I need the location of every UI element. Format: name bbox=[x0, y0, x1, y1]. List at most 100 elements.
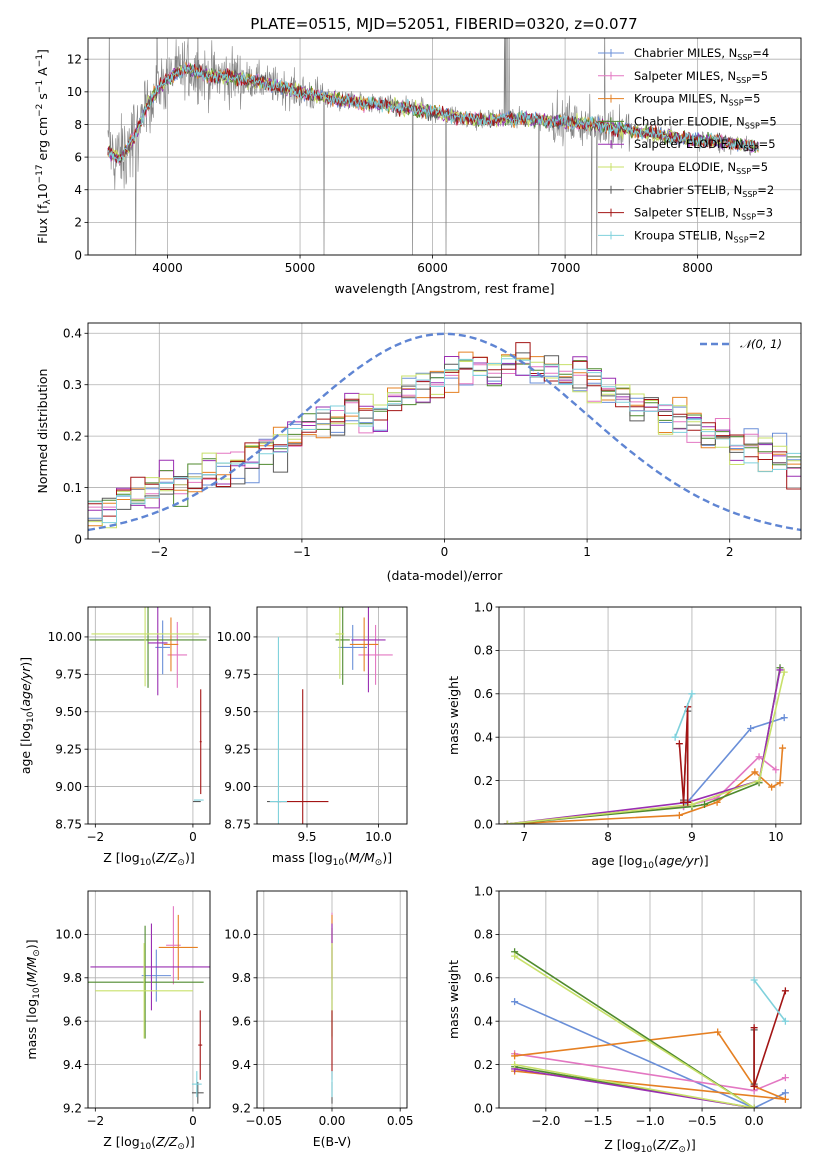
y-tick-label: 9.4 bbox=[232, 1058, 251, 1072]
y-tick-label: 10.00 bbox=[217, 630, 251, 644]
figure-title: PLATE=0515, MJD=52051, FIBERID=0320, z=0… bbox=[250, 15, 637, 33]
y-tick-label: 9.25 bbox=[55, 742, 82, 756]
legend-label: Chabrier ELODIE, NSSP=5 bbox=[634, 114, 777, 130]
y-tick-label: 9.50 bbox=[55, 705, 82, 719]
x-tick-label: 10.0 bbox=[365, 830, 392, 844]
y-tick-label: 9.75 bbox=[55, 668, 82, 682]
y-axis-label: mass weight bbox=[446, 676, 461, 755]
errorbar-point bbox=[351, 607, 386, 693]
weight-marker bbox=[772, 766, 780, 774]
y-tick-label: 8.75 bbox=[224, 817, 251, 831]
y-tick-label: 8 bbox=[74, 118, 82, 132]
errorbar-point bbox=[335, 607, 345, 679]
age-vs-metallicity-panel: −2 0 8.75 9.00 9.25 9.50 9.75 10.00 Z [log10(Z/Z… bbox=[18, 606, 211, 868]
y-tick-label: 9.2 bbox=[63, 1101, 82, 1115]
weight-marker bbox=[511, 952, 519, 960]
model-spectrum bbox=[107, 63, 759, 164]
x-tick-label: 0 bbox=[189, 1114, 197, 1128]
errorbars bbox=[89, 607, 207, 803]
x-axis-label: (data-model)/error bbox=[387, 568, 504, 583]
weight-line bbox=[678, 706, 689, 803]
spectrum-lines bbox=[107, 38, 759, 255]
x-axis-label: Z [log10(Z/Z⊙)] bbox=[604, 1137, 695, 1155]
y-tick-label: 9.00 bbox=[55, 780, 82, 794]
histogram-step bbox=[88, 342, 801, 517]
errorbar-point bbox=[88, 925, 204, 1039]
errorbar-point bbox=[95, 943, 193, 1039]
x-tick-label: 10 bbox=[768, 830, 783, 844]
y-tick-label: 2 bbox=[74, 216, 82, 230]
y-tick-label: 9.8 bbox=[232, 971, 251, 985]
weight-marker bbox=[781, 987, 789, 995]
weight-line bbox=[674, 693, 693, 738]
weight-marker bbox=[701, 800, 709, 808]
axes-frame bbox=[498, 606, 802, 825]
weight-marker bbox=[755, 753, 763, 761]
weight-marker bbox=[751, 768, 759, 776]
weight-marker bbox=[511, 1052, 519, 1060]
x-tick-label: 6000 bbox=[417, 261, 448, 275]
x-tick-label: −0.05 bbox=[245, 1114, 282, 1128]
errorbar-point bbox=[269, 636, 287, 824]
errorbar-point bbox=[191, 1081, 204, 1104]
weight-marker bbox=[511, 1061, 519, 1069]
y-tick-label: 0.8 bbox=[474, 644, 493, 658]
legend-label: Salpeter ELODIE, NSSP=5 bbox=[634, 137, 776, 153]
x-tick-label: 1 bbox=[583, 545, 591, 559]
weight-series bbox=[503, 664, 788, 824]
weight-marker bbox=[750, 1082, 758, 1090]
weight-marker bbox=[750, 1104, 758, 1108]
axes-frame bbox=[87, 890, 211, 1109]
y-tick-label: 0.2 bbox=[63, 429, 82, 443]
grid bbox=[257, 607, 407, 825]
grid bbox=[88, 891, 210, 1109]
legend-label: Kroupa ELODIE, NSSP=5 bbox=[634, 160, 768, 176]
y-tick-label: 10.00 bbox=[48, 630, 82, 644]
y-tick-label: 0.3 bbox=[63, 378, 82, 392]
histograms bbox=[88, 332, 801, 532]
y-tick-label: 8.75 bbox=[55, 817, 82, 831]
axes-frame bbox=[87, 606, 211, 825]
y-tick-label: 0.6 bbox=[474, 687, 493, 701]
errorbar-point bbox=[163, 617, 179, 672]
axes-frame bbox=[87, 37, 802, 256]
errorbars bbox=[88, 906, 210, 1104]
x-tick-label: 9 bbox=[688, 830, 696, 844]
y-tick-label: 1.0 bbox=[474, 600, 493, 614]
y-tick-label: 0 bbox=[74, 532, 82, 546]
x-tick-label: 4000 bbox=[152, 261, 183, 275]
legend-label: Salpeter STELIB, NSSP=3 bbox=[634, 206, 773, 222]
weight-marker bbox=[780, 714, 788, 722]
x-tick-label: −2 bbox=[86, 1114, 104, 1128]
y-axis-label: mass weight bbox=[446, 960, 461, 1039]
x-tick-label: 8000 bbox=[682, 261, 713, 275]
grid bbox=[499, 606, 801, 825]
x-tick-label: 0.05 bbox=[387, 1114, 414, 1128]
weight-marker bbox=[781, 1095, 789, 1103]
y-tick-label: 12 bbox=[67, 53, 82, 67]
grid bbox=[88, 323, 801, 540]
weight-marker bbox=[714, 1028, 722, 1036]
x-tick-label: 0.0 bbox=[745, 1114, 764, 1128]
y-axis-label: Flux [fλ10−17 erg cm−2 s−1 A−1] bbox=[35, 49, 53, 244]
weight-series bbox=[511, 948, 789, 1108]
weight-marker bbox=[688, 690, 696, 698]
x-axis-label: wavelength [Angstrom, rest frame] bbox=[334, 281, 554, 296]
errorbar-point bbox=[148, 607, 168, 696]
x-axis-label: Z [log10(Z/Z⊙)] bbox=[103, 850, 194, 868]
weight-marker bbox=[747, 725, 755, 733]
x-tick-label: 0 bbox=[189, 830, 197, 844]
age-vs-mass-panel: 9.5 10.0 8.75 9.00 9.25 9.50 9.75 10.00 mass [lo… bbox=[217, 606, 408, 868]
weight-marker bbox=[503, 820, 511, 824]
errorbar-point bbox=[199, 689, 202, 795]
legend-label: Salpeter MILES, NSSP=5 bbox=[634, 69, 768, 85]
y-tick-label: 9.4 bbox=[63, 1058, 82, 1072]
weight-marker bbox=[684, 798, 692, 806]
weight-line bbox=[753, 979, 787, 1022]
weight-marker bbox=[755, 777, 763, 785]
x-axis-label: Z [log10(Z/Z⊙)] bbox=[103, 1134, 194, 1152]
x-tick-label: 5000 bbox=[285, 261, 316, 275]
x-tick-label: 2 bbox=[726, 545, 734, 559]
weight-marker bbox=[688, 800, 696, 808]
